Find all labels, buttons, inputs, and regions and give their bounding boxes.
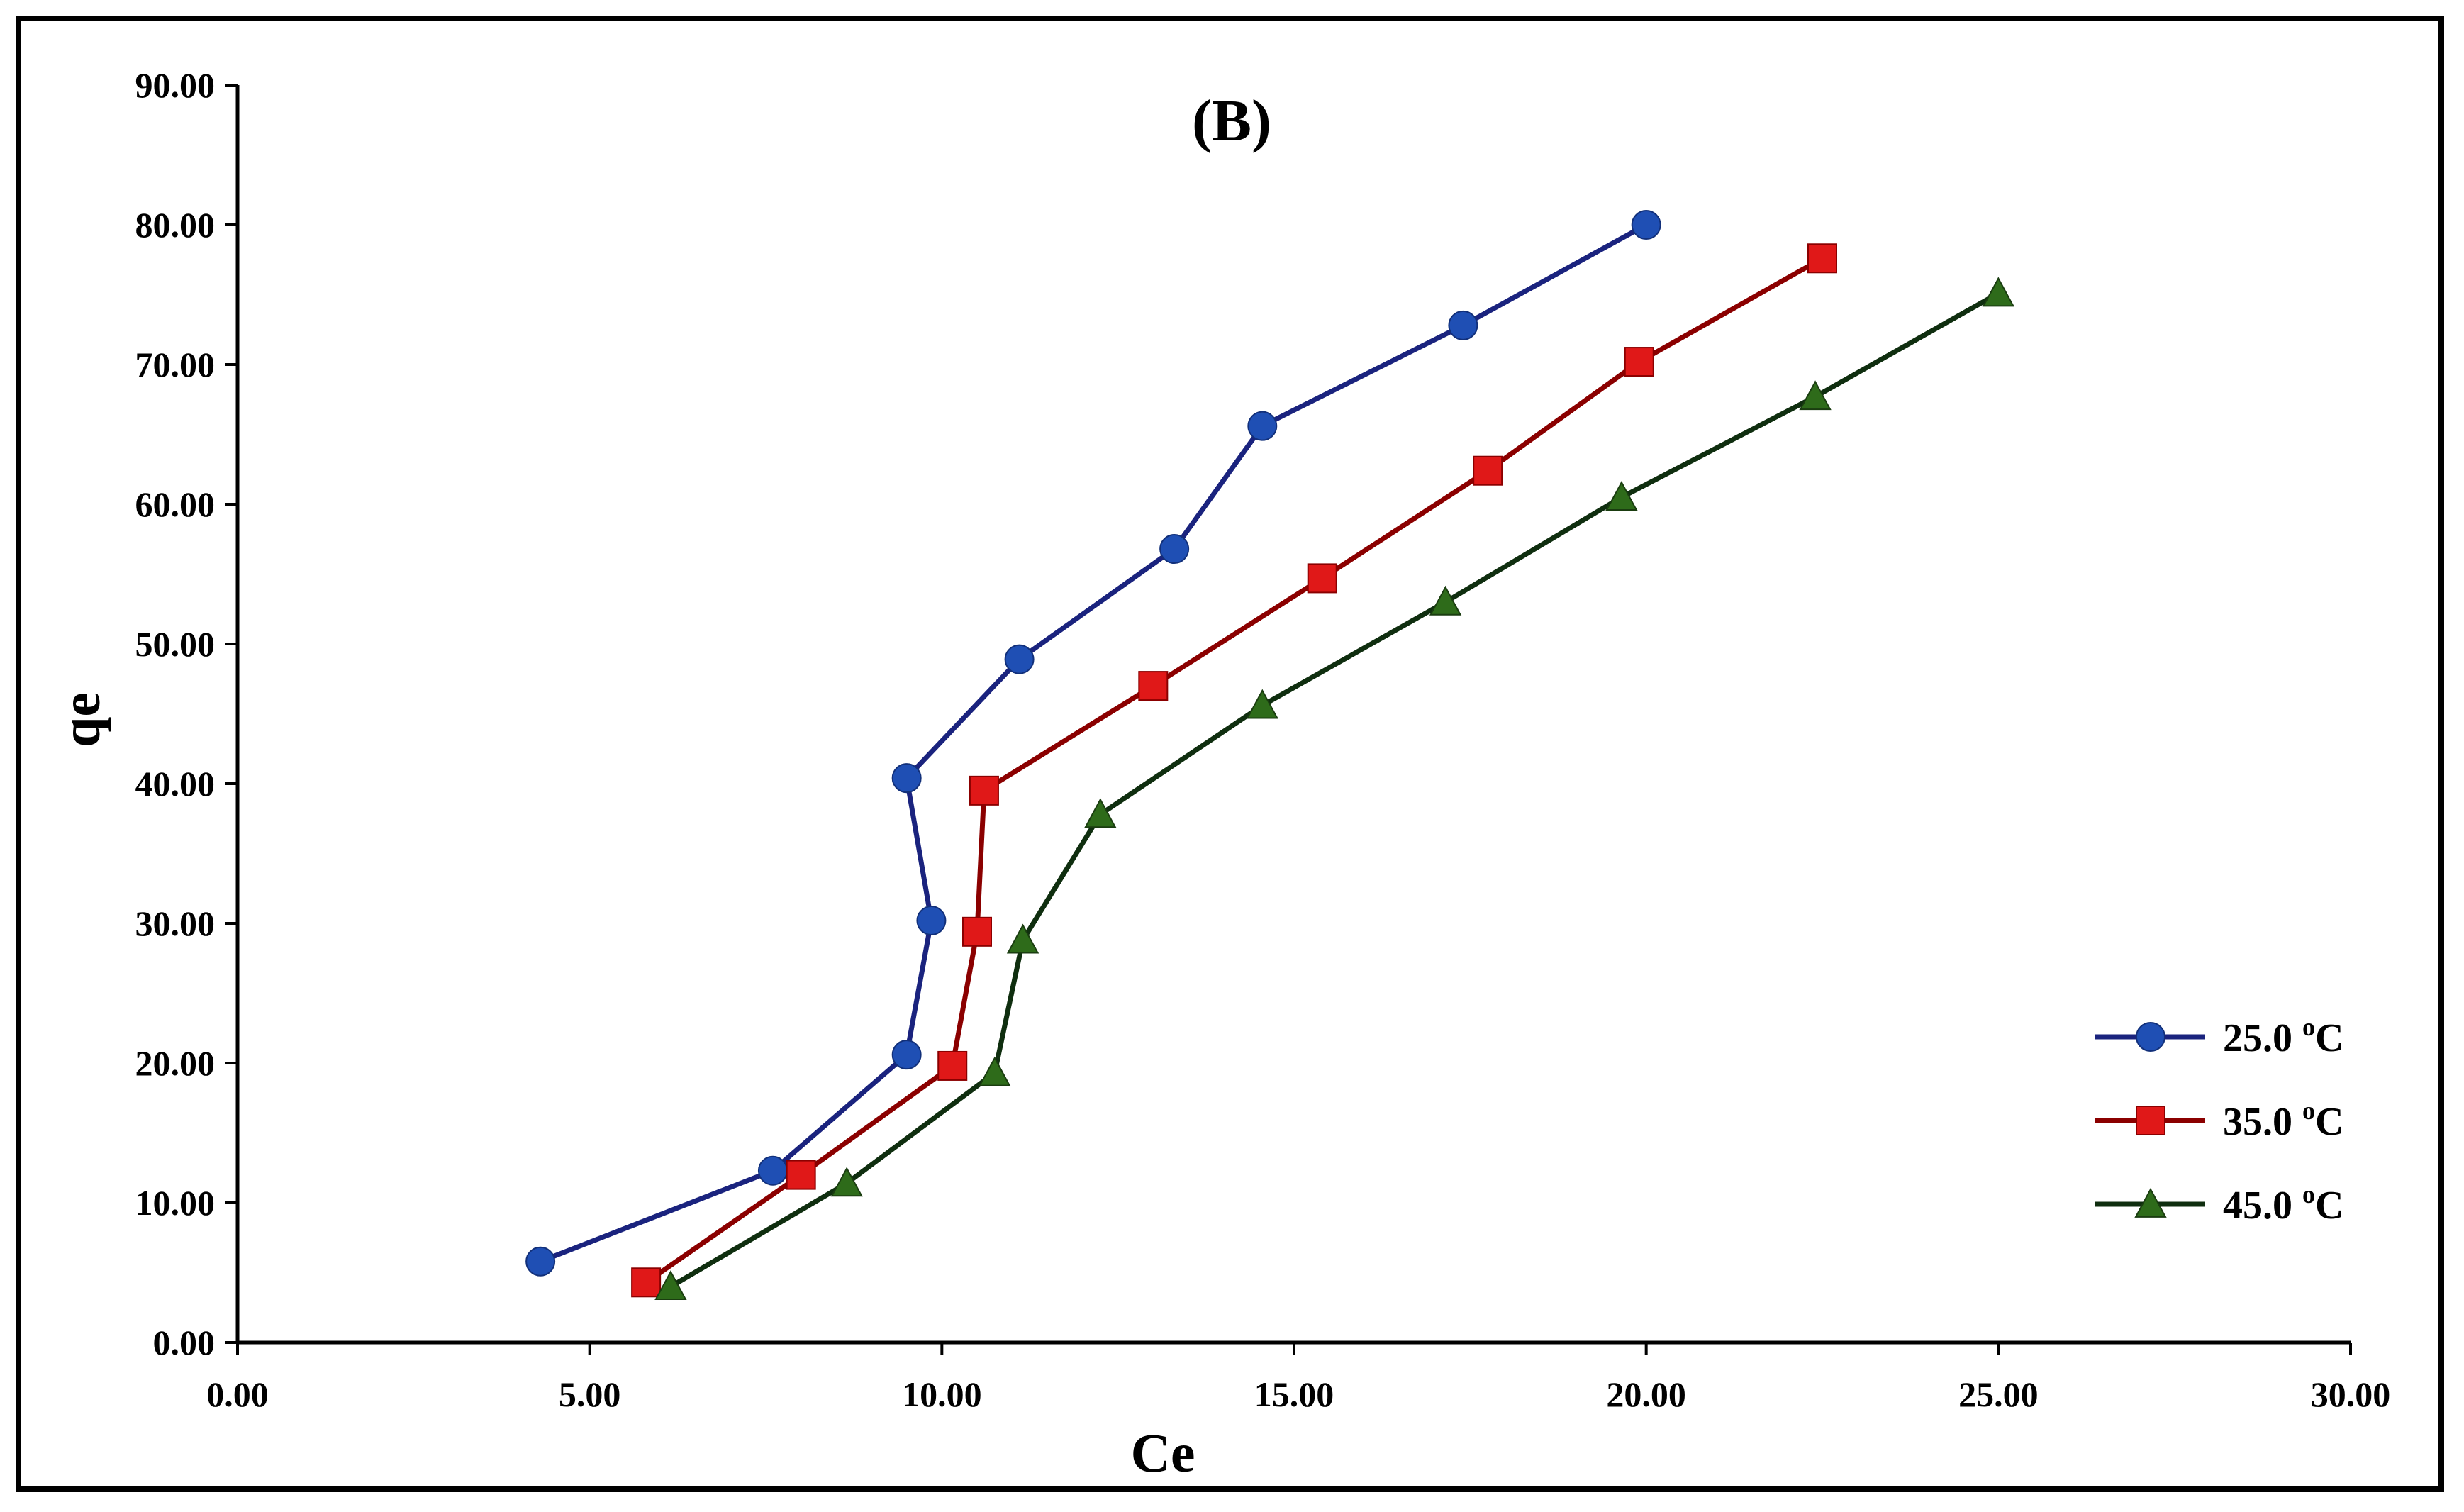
legend-label: 35.0 oC (2223, 1096, 2343, 1144)
y-tick-label: 20.00 (135, 1043, 216, 1083)
legend-label: 25.0 oC (2223, 1013, 2343, 1060)
data-point (1807, 243, 1837, 274)
data-point (830, 1167, 863, 1197)
series-3 (654, 277, 2015, 1301)
y-axis-title: qe (50, 692, 111, 747)
data-point (891, 1040, 922, 1070)
y-tick-label: 90.00 (135, 65, 216, 105)
y-tick-label: 30.00 (135, 904, 216, 943)
data-point (757, 1155, 788, 1186)
data-point (1159, 534, 1190, 565)
data-point (937, 1050, 968, 1081)
x-tick-label: 0.00 (206, 1374, 269, 1414)
legend-marker (2134, 1187, 2167, 1218)
x-tick-label: 30.00 (2311, 1374, 2391, 1414)
data-point (525, 1246, 556, 1277)
x-tick-label: 20.00 (1606, 1374, 1686, 1414)
legend-item-2: 35.0 oC (2095, 1096, 2343, 1144)
data-point (786, 1160, 816, 1190)
data-point (654, 1270, 687, 1301)
data-point (631, 1267, 662, 1298)
data-point (916, 906, 947, 936)
x-tick-label: 25.00 (1958, 1374, 2039, 1414)
data-point (969, 775, 999, 806)
data-point (1799, 380, 1832, 411)
ticks: 0.00 10.00 20.00 30.00 40.00 50.00 60.00 70.00 8… (135, 65, 2391, 1414)
x-axis-title: Ce (1131, 1422, 1195, 1484)
series-layer (525, 210, 2015, 1301)
y-tick-label: 40.00 (135, 764, 216, 804)
data-point (1247, 411, 1278, 441)
chart-title: (B) (1192, 88, 1271, 154)
x-tick-label: 10.00 (902, 1374, 982, 1414)
y-tick-label: 50.00 (135, 624, 216, 664)
chart-frame (16, 16, 2444, 1492)
data-point (1429, 585, 1462, 616)
legend-label: 45.0 oC (2223, 1180, 2343, 1228)
legend-marker (2136, 1106, 2165, 1135)
series-line (539, 222, 1648, 1264)
series-line (669, 291, 2000, 1289)
legend: 25.0 oC 35.0 oC 45.0 oC (2095, 1013, 2343, 1228)
data-point (1006, 923, 1039, 954)
data-point (962, 916, 992, 947)
series-1 (525, 210, 1661, 1277)
y-tick-label: 80.00 (135, 205, 216, 245)
legend-item-3: 45.0 oC (2095, 1180, 2343, 1228)
data-point (1982, 277, 2015, 307)
data-point (891, 763, 922, 794)
data-point (1624, 347, 1654, 377)
x-tick-label: 5.00 (559, 1374, 621, 1414)
series-line (645, 256, 1824, 1285)
axes (235, 85, 2351, 1345)
data-point (1307, 563, 1337, 594)
legend-item-1: 25.0 oC (2095, 1013, 2343, 1060)
data-point (1138, 671, 1169, 701)
data-point (1631, 210, 1661, 240)
data-point (1084, 798, 1117, 828)
x-tick-label: 15.00 (1254, 1374, 1334, 1414)
y-tick-label: 0.00 (153, 1323, 216, 1362)
data-point (1004, 644, 1035, 674)
data-point (1448, 310, 1478, 340)
y-tick-label: 60.00 (135, 484, 216, 524)
y-tick-label: 10.00 (135, 1183, 216, 1223)
data-point (979, 1056, 1011, 1086)
series-2 (631, 243, 1837, 1298)
y-tick-label: 70.00 (135, 345, 216, 384)
data-point (1605, 481, 1638, 511)
data-point (1246, 689, 1278, 719)
data-point (1473, 455, 1503, 486)
legend-marker (2136, 1022, 2165, 1052)
